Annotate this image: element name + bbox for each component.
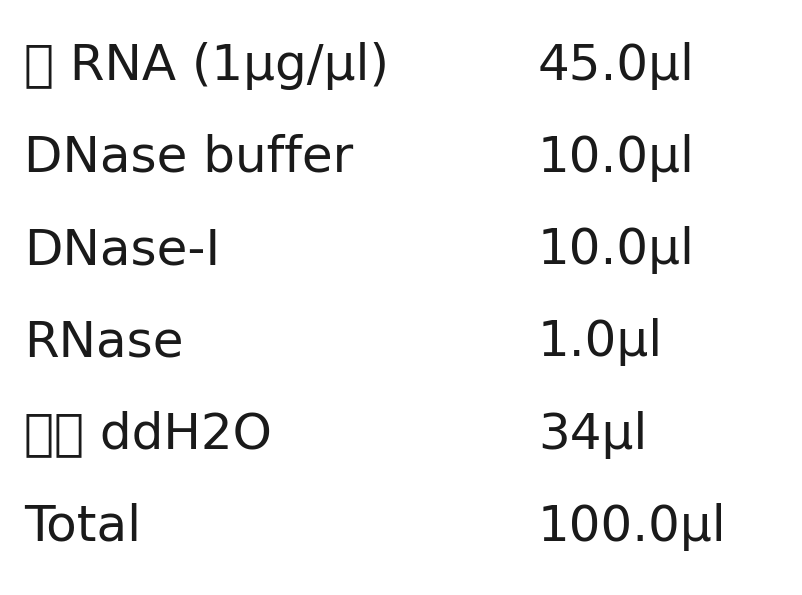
Text: 100.0μl: 100.0μl bbox=[537, 503, 726, 551]
Text: 灭菌 ddH2O: 灭菌 ddH2O bbox=[24, 411, 272, 459]
Text: 10.0μl: 10.0μl bbox=[537, 134, 695, 182]
Text: Total: Total bbox=[24, 503, 141, 551]
Text: DNase-I: DNase-I bbox=[24, 226, 220, 274]
Text: 1.0μl: 1.0μl bbox=[537, 318, 662, 367]
Text: 34μl: 34μl bbox=[537, 411, 646, 459]
Text: 45.0μl: 45.0μl bbox=[537, 42, 695, 90]
Text: RNase: RNase bbox=[24, 318, 184, 367]
Text: 10.0μl: 10.0μl bbox=[537, 226, 695, 274]
Text: DNase buffer: DNase buffer bbox=[24, 134, 353, 182]
Text: 总 RNA (1μg/μl): 总 RNA (1μg/μl) bbox=[24, 42, 389, 90]
